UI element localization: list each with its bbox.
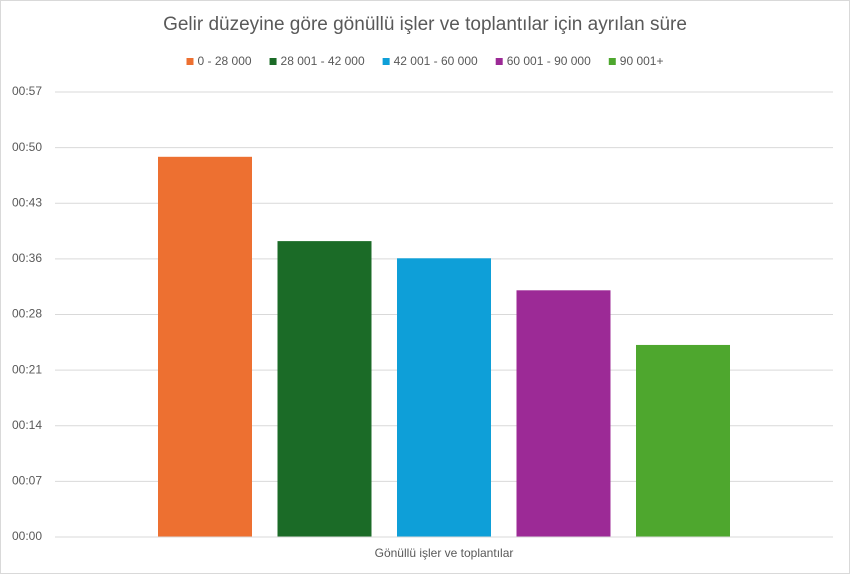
bar bbox=[158, 156, 252, 537]
bar bbox=[397, 258, 491, 537]
legend-label: 90 001+ bbox=[620, 54, 664, 68]
legend-swatch bbox=[382, 58, 390, 65]
bar bbox=[277, 241, 372, 538]
legend-swatch bbox=[186, 58, 194, 65]
y-tick-label: 00:57 bbox=[12, 84, 42, 98]
y-tick-label: 00:43 bbox=[12, 195, 42, 209]
legend-swatch bbox=[495, 58, 503, 65]
y-tick-label: 00:36 bbox=[12, 251, 42, 265]
legend-label: 42 001 - 60 000 bbox=[394, 54, 478, 68]
chart-title: Gelir düzeyine göre gönüllü işler ve top… bbox=[163, 14, 687, 35]
legend-swatch bbox=[269, 58, 277, 65]
legend-label: 0 - 28 000 bbox=[198, 54, 252, 68]
legend-label: 60 001 - 90 000 bbox=[507, 54, 591, 68]
legend-label: 28 001 - 42 000 bbox=[281, 54, 365, 68]
y-tick-label: 00:28 bbox=[12, 307, 42, 321]
y-tick-label: 00:50 bbox=[12, 140, 42, 154]
y-tick-label: 00:14 bbox=[12, 418, 42, 432]
x-tick-label: Gönüllü işler ve toplantılar bbox=[375, 546, 514, 560]
bar bbox=[636, 344, 730, 537]
bar bbox=[516, 290, 611, 537]
legend-swatch bbox=[608, 58, 616, 65]
y-tick-label: 00:07 bbox=[12, 474, 42, 488]
y-tick-label: 00:21 bbox=[12, 362, 42, 376]
y-tick-label: 00:00 bbox=[12, 529, 42, 543]
